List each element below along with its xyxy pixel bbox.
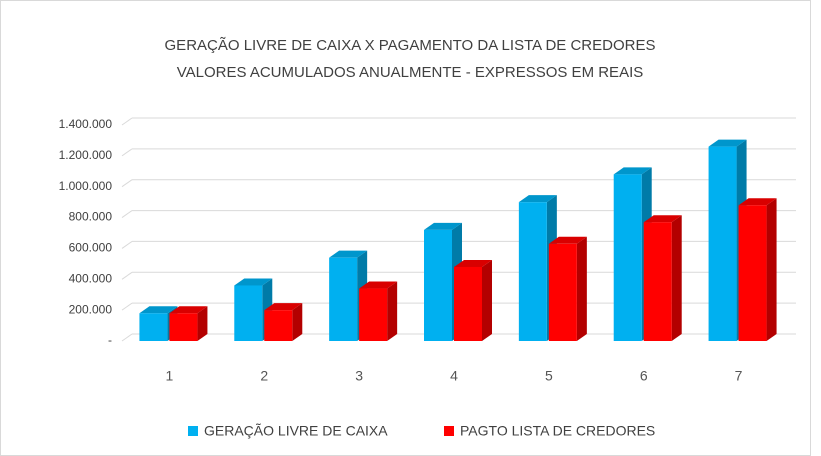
chart-title: GERAÇÃO LIVRE DE CAIXA X PAGAMENTO DA LI…	[165, 37, 656, 54]
bar	[234, 285, 263, 341]
bar-top	[424, 222, 462, 230]
bar	[359, 288, 388, 341]
chart-subtitle: VALORES ACUMULADOS ANUALMENTE - EXPRESSO…	[177, 64, 644, 81]
y-tick-label: 400.000	[69, 271, 113, 285]
bar	[424, 229, 452, 341]
bar	[264, 310, 293, 341]
bar	[169, 313, 198, 341]
bar-top	[518, 195, 557, 203]
bar	[708, 146, 737, 341]
y-tick-label: 1.000.000	[59, 179, 113, 193]
bar-side	[671, 215, 682, 341]
grid-line-depth	[121, 117, 133, 126]
bar-side	[292, 303, 303, 341]
x-tick-label: 2	[260, 368, 268, 384]
x-tick-label: 6	[640, 368, 648, 384]
x-tick-label: 7	[735, 368, 743, 384]
bar	[738, 205, 767, 341]
grid-line-depth	[121, 210, 133, 218]
y-tick-label: 1.200.000	[59, 148, 113, 162]
bar-top	[264, 303, 303, 311]
grid-line-depth	[121, 179, 133, 188]
bar	[613, 174, 642, 341]
y-tick-label: 1.400.000	[59, 117, 113, 131]
x-tick-label: 1	[166, 368, 174, 384]
legend-swatch	[188, 426, 198, 436]
bar-side	[387, 281, 398, 341]
grid-line-depth	[121, 333, 133, 342]
y-tick-label: 200.000	[69, 302, 113, 316]
legend-label: PAGTO LISTA DE CREDORES	[460, 423, 655, 439]
grid-line-depth	[121, 271, 133, 280]
bar-side	[766, 198, 777, 341]
y-tick-label: -	[108, 333, 112, 347]
bar-top	[169, 306, 208, 314]
x-tick-label: 3	[355, 368, 363, 384]
grid-line-depth	[121, 148, 133, 157]
bar	[329, 257, 358, 341]
bar-top	[738, 198, 777, 206]
x-tick-label: 5	[545, 368, 553, 384]
bar-top	[329, 250, 368, 258]
bar-top	[613, 167, 652, 175]
bar-top	[548, 236, 587, 244]
x-tick-label: 4	[450, 368, 458, 384]
y-tick-label: 800.000	[69, 210, 113, 224]
bar	[139, 313, 168, 341]
bar	[548, 243, 577, 341]
legend-swatch	[444, 426, 454, 436]
bar-top	[708, 139, 747, 147]
bar	[643, 222, 672, 341]
bar-side	[576, 236, 587, 341]
bar-side	[482, 259, 492, 341]
bar-top	[139, 306, 178, 314]
grid-line-depth	[121, 302, 133, 311]
bar-side	[197, 306, 208, 341]
bar-top	[234, 278, 273, 286]
bar-top	[643, 215, 682, 223]
grid-line-depth	[121, 241, 133, 249]
bar	[454, 266, 482, 341]
bar-top	[454, 259, 492, 267]
y-tick-label: 600.000	[69, 241, 113, 255]
bar	[518, 202, 547, 341]
legend-label: GERAÇÃO LIVRE DE CAIXA	[204, 423, 388, 439]
bar-top	[359, 281, 398, 289]
